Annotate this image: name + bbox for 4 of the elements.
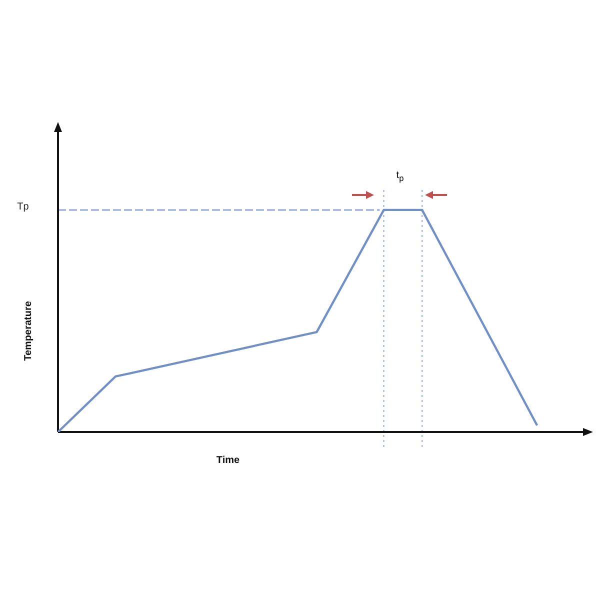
- text: t$_{p}$: [395, 170, 405, 183]
- y-axis-title: Temperature: [22, 300, 34, 361]
- ref-line-label: Tp: [17, 202, 30, 213]
- x-axis-title: Time: [216, 454, 240, 466]
